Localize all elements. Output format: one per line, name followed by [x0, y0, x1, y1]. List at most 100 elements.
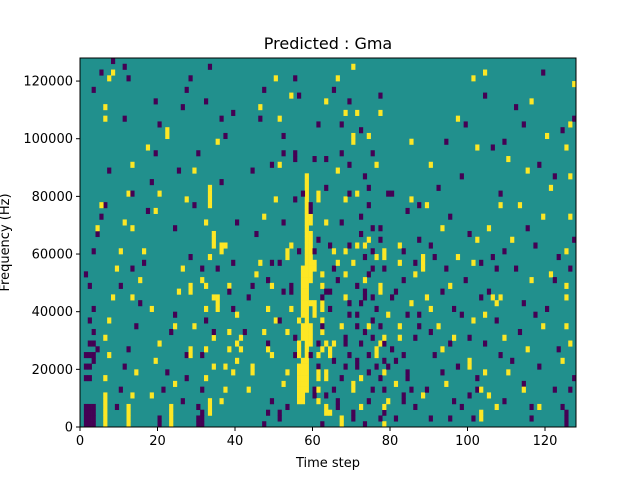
chart-title: Predicted : Gma [264, 34, 392, 53]
heatmap-cell [87, 352, 92, 359]
heatmap-plot-area [79, 57, 577, 428]
heatmap-cell [471, 317, 476, 324]
heatmap-cell [359, 213, 364, 220]
heatmap-cell [304, 190, 309, 197]
heatmap-cell [289, 282, 294, 289]
heatmap-cell [382, 369, 387, 376]
heatmap-cell [548, 184, 554, 191]
heatmap-cell [390, 346, 395, 353]
heatmap-cell [335, 167, 340, 174]
heatmap-cell [351, 409, 356, 416]
heatmap-cell [103, 375, 108, 382]
heatmap-cell [331, 357, 337, 364]
heatmap-cell [378, 109, 383, 116]
heatmap-cell [347, 352, 352, 359]
heatmap-cell [304, 179, 309, 186]
heatmap-cell [510, 236, 515, 243]
heatmap-cell [374, 346, 379, 353]
heatmap-cell [308, 352, 313, 359]
heatmap-cell [452, 334, 457, 341]
heatmap-cell [235, 311, 240, 318]
heatmap-cell [111, 58, 116, 65]
heatmap-cell [533, 242, 538, 249]
heatmap-cell [219, 242, 224, 249]
heatmap-cell [300, 386, 306, 393]
heatmap-cell [521, 380, 526, 387]
heatmap-cell [300, 392, 306, 399]
heatmap-cell [490, 144, 495, 151]
heatmap-cell [103, 409, 108, 416]
heatmap-cell [502, 398, 507, 405]
heatmap-cell [207, 398, 213, 405]
heatmap-cell [242, 328, 247, 336]
heatmap-cell [335, 75, 340, 82]
heatmap-cell [537, 363, 542, 370]
heatmap-cell [401, 277, 406, 284]
heatmap-cell [176, 288, 182, 295]
heatmap-cell [107, 352, 112, 359]
heatmap-cell [421, 265, 426, 272]
heatmap-cell [568, 213, 573, 220]
heatmap-cell [211, 236, 216, 243]
heatmap-cell [525, 167, 530, 174]
heatmap-cell [405, 207, 410, 214]
heatmap-cell [277, 409, 282, 416]
heatmap-cell [122, 115, 127, 122]
heatmap-cell [91, 340, 96, 347]
heatmap-cell [300, 380, 306, 387]
heatmap-cell [316, 352, 321, 359]
heatmap-cell [153, 150, 158, 157]
x-tick-label: 80 [382, 434, 399, 449]
heatmap-cell [277, 161, 282, 168]
heatmap-cell [339, 150, 344, 157]
heatmap-cell [231, 109, 236, 116]
heatmap-cell [382, 403, 387, 411]
heatmap-cell [572, 375, 577, 382]
heatmap-cell [297, 369, 302, 376]
heatmap-cell [312, 311, 317, 318]
heatmap-cell [324, 369, 329, 376]
heatmap-cell [200, 386, 205, 393]
heatmap-cell [362, 294, 368, 301]
heatmap-cell [525, 346, 530, 353]
heatmap-cell [103, 392, 108, 399]
heatmap-cell [300, 190, 306, 197]
heatmap-cell [153, 357, 158, 364]
heatmap-cell [560, 403, 565, 411]
heatmap-cell [331, 265, 337, 272]
heatmap-cell [304, 265, 309, 272]
heatmap-cell [231, 369, 236, 376]
heatmap-cell [382, 248, 387, 255]
heatmap-cell [266, 409, 271, 416]
heatmap-cell [111, 69, 116, 76]
heatmap-cell [273, 75, 278, 82]
heatmap-cell [541, 323, 546, 330]
heatmap-cell [347, 190, 352, 197]
heatmap-cell [157, 190, 162, 197]
heatmap-cell [192, 202, 197, 209]
heatmap-cell [83, 352, 89, 359]
heatmap-cell [176, 167, 182, 174]
heatmap-cell [200, 409, 205, 416]
heatmap-cell [293, 334, 298, 341]
heatmap-cell [300, 363, 306, 370]
heatmap-cell [145, 207, 151, 214]
heatmap-cell [304, 363, 309, 370]
heatmap-cell [320, 317, 325, 324]
heatmap-cell [130, 294, 135, 301]
heatmap-cell [114, 403, 120, 411]
heatmap-cell [304, 196, 309, 203]
y-tick-label: 20000 [32, 363, 73, 378]
heatmap-cell [393, 380, 399, 387]
heatmap-cell [266, 277, 271, 284]
heatmap-cell [235, 340, 240, 347]
heatmap-cell [192, 323, 197, 330]
heatmap-cell [351, 380, 356, 387]
heatmap-cell [83, 403, 89, 411]
heatmap-cell [312, 392, 317, 399]
heatmap-cell [188, 75, 193, 82]
heatmap-cell [149, 392, 154, 399]
heatmap-cell [304, 346, 309, 353]
heatmap-cell [463, 277, 468, 284]
heatmap-cell [366, 236, 371, 243]
